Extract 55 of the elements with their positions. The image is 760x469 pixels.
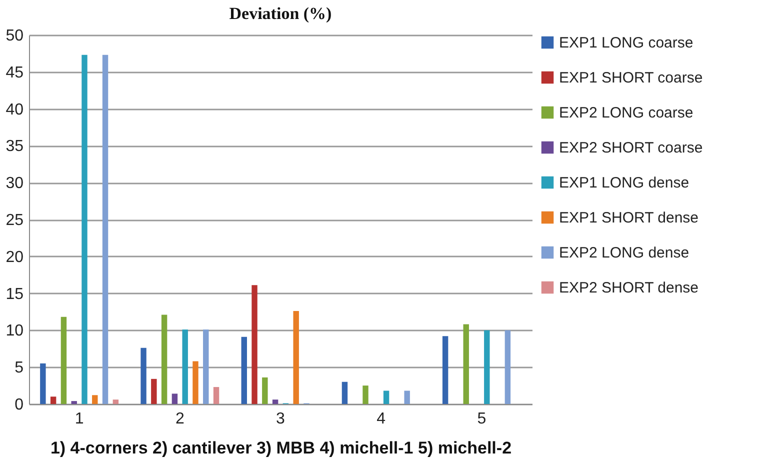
legend-label: EXP1 LONG dense xyxy=(559,174,690,192)
bar xyxy=(504,330,511,404)
legend-label: EXP1 SHORT coarse xyxy=(559,70,703,86)
bar xyxy=(140,348,146,404)
bar xyxy=(442,336,448,404)
x-tick-label: 4 xyxy=(376,410,386,428)
y-tick-label: 35 xyxy=(6,138,24,156)
bar xyxy=(362,386,368,404)
y-tick-label: 45 xyxy=(6,64,24,82)
bar xyxy=(92,395,98,404)
bar xyxy=(112,400,119,404)
y-tick-label: 15 xyxy=(6,286,24,303)
legend-label: EXP1 SHORT dense xyxy=(559,210,699,226)
bar xyxy=(484,330,490,404)
bar xyxy=(404,390,410,404)
bar xyxy=(161,314,168,404)
bar xyxy=(40,363,46,404)
bar xyxy=(262,377,268,404)
legend-label: EXP1 LONG coarse xyxy=(559,34,694,52)
bar xyxy=(463,324,469,404)
bar xyxy=(82,54,88,404)
y-tick-label: 25 xyxy=(6,212,24,229)
bar xyxy=(60,316,67,404)
bar xyxy=(213,387,220,404)
legend-label: EXP2 SHORT coarse xyxy=(559,140,703,156)
bar xyxy=(241,336,247,404)
y-tick-label: 40 xyxy=(6,101,24,118)
bar xyxy=(182,329,188,404)
x-tick-label: 2 xyxy=(175,410,184,428)
y-tick-label: 20 xyxy=(6,248,24,266)
bar xyxy=(342,382,348,404)
legend-label: EXP2 LONG dense xyxy=(559,244,690,262)
bar xyxy=(102,54,108,404)
y-tick-label: 30 xyxy=(6,175,24,192)
bar xyxy=(192,361,198,404)
bar xyxy=(272,400,278,404)
legend-label: EXP2 SHORT dense xyxy=(559,280,699,296)
x-axis-title: 1) 4-corners 2) cantilever 3) MBB 4) michell-1 5) michell-2 xyxy=(50,438,512,458)
x-tick-label: 1 xyxy=(74,410,84,428)
chart-title: Deviation (%) xyxy=(229,4,332,23)
bar xyxy=(50,396,56,404)
bar xyxy=(172,394,178,404)
x-tick-label: 5 xyxy=(477,410,486,428)
bar xyxy=(293,311,299,404)
bar xyxy=(203,329,209,404)
y-tick-label: 5 xyxy=(14,360,24,377)
bar xyxy=(383,390,390,404)
x-tick-label: 3 xyxy=(276,410,286,428)
y-tick-label: 50 xyxy=(6,28,24,44)
bar xyxy=(252,285,258,404)
y-tick-label: 10 xyxy=(6,322,24,340)
legend-label: EXP2 LONG coarse xyxy=(559,104,694,122)
bar xyxy=(151,378,157,404)
y-tick-label: 0 xyxy=(14,396,24,414)
bar xyxy=(71,401,77,404)
